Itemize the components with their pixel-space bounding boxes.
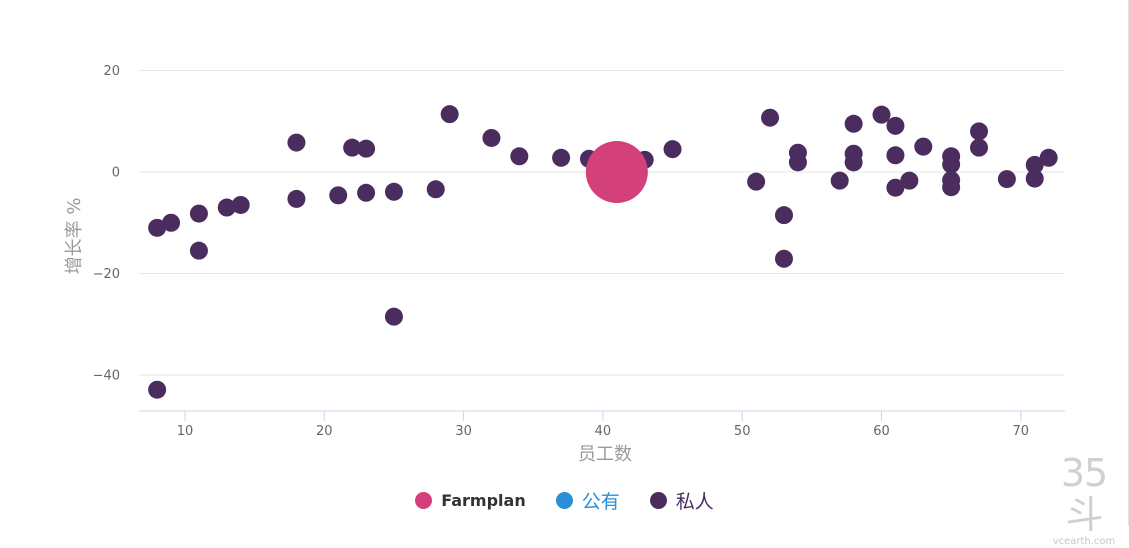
point-private[interactable] bbox=[357, 139, 376, 158]
point-private[interactable] bbox=[663, 140, 682, 159]
point-private[interactable] bbox=[1025, 169, 1044, 188]
point-private[interactable] bbox=[357, 183, 376, 202]
y-tick-label: 20 bbox=[103, 64, 120, 79]
legend-marker-private bbox=[649, 491, 667, 509]
legend-item-public[interactable]: 公有 bbox=[555, 487, 620, 514]
legend-marker-farmplan bbox=[415, 491, 433, 509]
point-private[interactable] bbox=[482, 128, 501, 147]
y-tick-label: 0 bbox=[112, 166, 120, 181]
point-private[interactable] bbox=[997, 170, 1016, 189]
point-private[interactable] bbox=[886, 146, 905, 165]
point-private[interactable] bbox=[942, 178, 961, 197]
point-private[interactable] bbox=[343, 138, 362, 157]
point-private[interactable] bbox=[844, 114, 863, 133]
legend-item-farmplan[interactable]: Farmplan bbox=[415, 490, 526, 510]
point-private[interactable] bbox=[830, 171, 849, 190]
watermark-logo: 35斗 vcearth.com bbox=[1051, 452, 1117, 548]
point-private[interactable] bbox=[914, 137, 933, 156]
point-private[interactable] bbox=[384, 307, 403, 326]
x-axis-ticks: 10 20 30 40 50 60 70 bbox=[177, 411, 1029, 439]
y-tick-label: −20 bbox=[93, 267, 120, 282]
y-axis-title: 增长率 % bbox=[64, 198, 85, 275]
legend-marker-public bbox=[555, 491, 573, 509]
point-private[interactable] bbox=[761, 108, 780, 127]
point-private[interactable] bbox=[886, 178, 905, 197]
point-farmplan[interactable] bbox=[585, 141, 648, 203]
point-private[interactable] bbox=[231, 195, 250, 214]
point-private[interactable] bbox=[970, 138, 989, 157]
point-private[interactable] bbox=[774, 206, 793, 225]
point-private[interactable] bbox=[287, 133, 306, 152]
legend-label-farmplan: Farmplan bbox=[441, 490, 526, 510]
point-private[interactable] bbox=[329, 186, 348, 205]
data-points bbox=[148, 105, 1058, 399]
point-private[interactable] bbox=[872, 105, 891, 124]
point-private[interactable] bbox=[384, 182, 403, 201]
legend-item-private[interactable]: 私人 bbox=[649, 487, 714, 514]
point-private[interactable] bbox=[1039, 148, 1058, 167]
y-axis-ticks: 20 0 −20 −40 bbox=[93, 64, 120, 384]
grid-lines bbox=[139, 70, 1065, 376]
point-private[interactable] bbox=[189, 241, 208, 260]
x-tick-label: 20 bbox=[316, 424, 333, 439]
x-tick-label: 40 bbox=[595, 424, 612, 439]
x-tick-label: 10 bbox=[177, 424, 194, 439]
legend-label-private: 私人 bbox=[675, 490, 714, 513]
legend: Farmplan 公有 私人 bbox=[0, 484, 1129, 516]
point-private[interactable] bbox=[844, 153, 863, 172]
x-axis-title: 员工数 bbox=[578, 444, 632, 465]
point-private[interactable] bbox=[440, 105, 459, 124]
watermark-main: 35斗 bbox=[1060, 451, 1108, 537]
point-private[interactable] bbox=[148, 218, 167, 237]
point-private[interactable] bbox=[900, 171, 919, 190]
point-private[interactable] bbox=[217, 198, 236, 217]
point-private[interactable] bbox=[552, 148, 571, 167]
point-private[interactable] bbox=[1025, 155, 1044, 174]
x-tick-label: 30 bbox=[455, 424, 472, 439]
point-private[interactable] bbox=[886, 116, 905, 135]
point-private[interactable] bbox=[747, 172, 766, 191]
point-private[interactable] bbox=[510, 147, 529, 166]
point-private[interactable] bbox=[426, 180, 445, 199]
x-tick-label: 50 bbox=[734, 424, 751, 439]
x-tick-label: 60 bbox=[873, 424, 890, 439]
point-private[interactable] bbox=[942, 155, 961, 174]
legend-label-public: 公有 bbox=[581, 490, 620, 513]
x-tick-label: 70 bbox=[1013, 424, 1030, 439]
y-tick-label: −40 bbox=[93, 369, 120, 384]
point-private[interactable] bbox=[189, 204, 208, 223]
point-private[interactable] bbox=[148, 380, 167, 399]
point-private[interactable] bbox=[287, 189, 306, 208]
point-private[interactable] bbox=[774, 249, 793, 268]
scatter-chart: 10 20 30 40 50 60 70 20 0 −20 −40 员工数 增长率 % bbox=[64, 64, 1065, 465]
watermark-sub: vcearth.com bbox=[1052, 536, 1116, 547]
point-private[interactable] bbox=[788, 153, 807, 172]
point-private[interactable] bbox=[162, 213, 181, 232]
point-private[interactable] bbox=[970, 122, 989, 141]
